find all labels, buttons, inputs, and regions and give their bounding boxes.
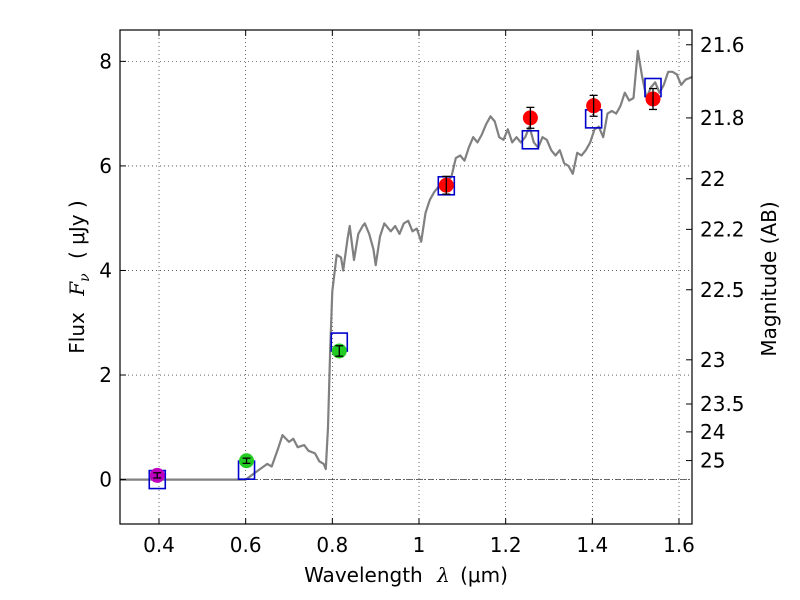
x-axis-label: Wavelength λ (μm)	[304, 563, 508, 587]
plot-frame	[119, 29, 693, 525]
x-tick-label: 1.4	[576, 533, 608, 557]
right-axis-label: Magnitude (AB)	[757, 201, 781, 356]
y-tick-label: 4	[99, 258, 112, 282]
y-tick-label: 2	[99, 363, 112, 387]
model-band-square	[521, 129, 540, 150]
axes: 0.4 0.6 0.8 1 1.2 1.4 1.60246821.621.82222.222…	[99, 29, 745, 557]
x-tick-label: 1	[413, 533, 426, 557]
series	[120, 49, 692, 490]
x-tick-label: 0.4	[143, 533, 175, 557]
mag-tick-label: 22.2	[700, 217, 745, 241]
y-axis-label: Flux Fν ( μJy )	[65, 200, 94, 353]
x-tick-label: 1.6	[663, 533, 695, 557]
mag-tick-label: 21.6	[700, 33, 745, 57]
mag-tick-label: 21.8	[700, 106, 745, 130]
mag-tick-label: 22	[700, 167, 725, 191]
x-tick-label: 1.2	[490, 533, 522, 557]
mag-tick-label: 23	[700, 348, 725, 372]
mag-tick-label: 25	[700, 449, 725, 473]
y-tick-label: 0	[99, 468, 112, 492]
grid	[120, 30, 692, 524]
y-tick-label: 8	[99, 49, 112, 73]
mag-tick-label: 23.5	[700, 392, 745, 416]
x-tick-label: 0.8	[316, 533, 348, 557]
mag-tick-label: 24	[700, 420, 725, 444]
y-tick-label: 6	[99, 154, 112, 178]
model-sed-line	[120, 49, 692, 481]
x-tick-label: 0.6	[230, 533, 262, 557]
mag-tick-label: 22.5	[700, 278, 745, 302]
